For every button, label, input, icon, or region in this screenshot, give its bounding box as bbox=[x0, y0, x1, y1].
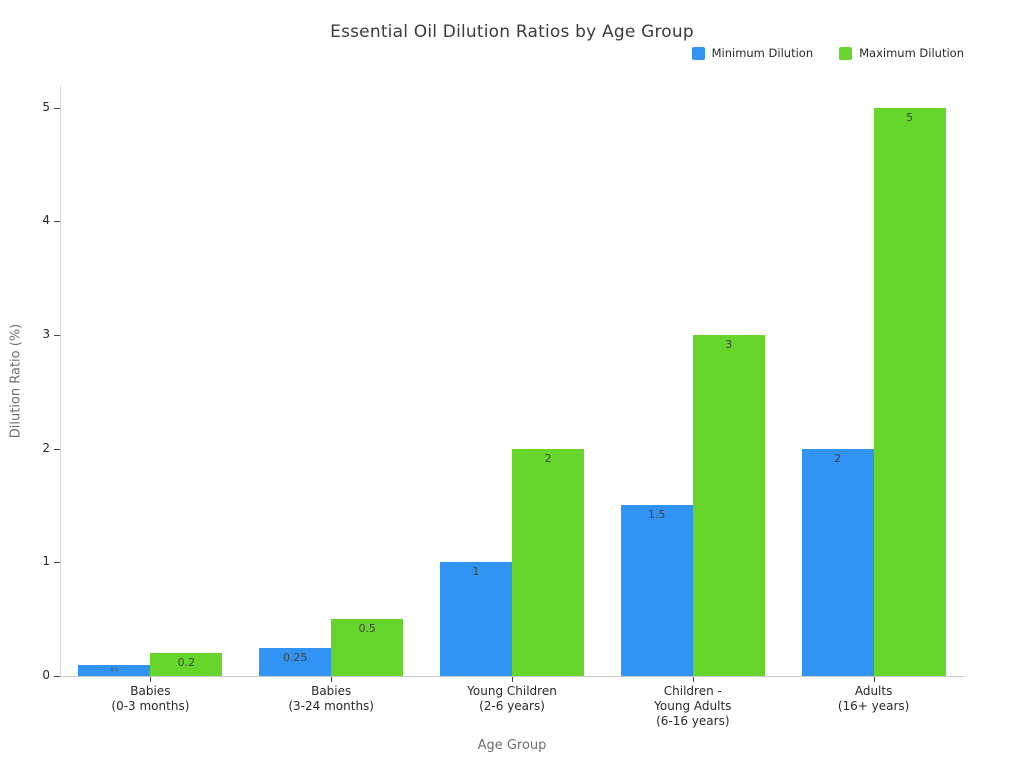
bar bbox=[259, 647, 332, 676]
x-category-label-line: Young Adults bbox=[654, 699, 732, 713]
y-tick-label: 4 bbox=[42, 213, 50, 228]
x-category-label-line: (0-3 months) bbox=[111, 699, 190, 713]
x-category-label-line: Babies bbox=[130, 684, 171, 698]
x-tick-mark bbox=[331, 677, 333, 682]
x-tick-mark bbox=[692, 677, 694, 682]
x-category-label-line: Babies bbox=[311, 684, 352, 698]
y-tick-label: 5 bbox=[42, 99, 50, 114]
bar-value-label: 0.2 bbox=[177, 656, 196, 670]
x-category-label-line: (3-24 months) bbox=[288, 699, 374, 713]
y-tick-label: 2 bbox=[42, 440, 50, 455]
x-category-label-line: Adults bbox=[854, 684, 893, 698]
x-category-label-line: Children - bbox=[663, 684, 722, 698]
chart-title: Essential Oil Dilution Ratios by Age Gro… bbox=[330, 22, 694, 42]
x-tick-mark bbox=[150, 677, 152, 682]
bar bbox=[512, 448, 584, 676]
bar bbox=[692, 334, 765, 676]
x-tick-mark bbox=[873, 677, 875, 682]
bar bbox=[331, 619, 404, 676]
y-tick-mark bbox=[54, 107, 60, 109]
bar-value-label: 3 bbox=[725, 337, 733, 351]
y-axis-line bbox=[60, 86, 61, 677]
bar-value-label: 0.5 bbox=[358, 622, 376, 636]
legend-item: Maximum Dilution bbox=[839, 46, 964, 60]
x-category-label: Adults (16+ years) bbox=[838, 684, 910, 714]
bar-value-label: 1 bbox=[472, 565, 480, 579]
legend-label: Maximum Dilution bbox=[859, 46, 964, 60]
x-tick-mark bbox=[512, 677, 513, 682]
legend-swatch-icon bbox=[691, 46, 705, 60]
legend-label: Minimum Dilution bbox=[711, 46, 814, 60]
bar bbox=[150, 653, 223, 676]
y-tick-label: 3 bbox=[42, 326, 50, 341]
x-category-label: Babies (3-24 months) bbox=[288, 684, 374, 714]
y-tick-label: 0 bbox=[42, 668, 50, 682]
bar-value-label: 2 bbox=[544, 451, 552, 465]
x-category-label: Young Children (2-6 years) bbox=[467, 684, 557, 714]
x-axis-title: Age Group bbox=[477, 738, 547, 753]
bar bbox=[440, 562, 512, 676]
y-tick-mark bbox=[54, 221, 60, 223]
bar-value-label: 5 bbox=[906, 110, 914, 124]
bar bbox=[873, 107, 946, 676]
legend: Minimum Dilution Maximum Dilution bbox=[691, 46, 964, 60]
bar bbox=[801, 448, 874, 676]
x-category-label-line: (6-16 years) bbox=[656, 714, 730, 728]
plot-area: 0.1 0.2 0.25 0.5 1 2 1.5 3 2 5 bbox=[60, 86, 964, 676]
y-tick-mark bbox=[54, 448, 60, 450]
x-category-label: Children - Young Adults (6-16 years) bbox=[654, 684, 731, 729]
x-axis-line bbox=[60, 676, 965, 677]
legend-swatch-icon bbox=[839, 46, 853, 60]
x-category-label-line: Young Children bbox=[467, 684, 557, 698]
y-tick-label: 1 bbox=[42, 554, 50, 569]
bar-value-label: 0.25 bbox=[282, 650, 308, 664]
y-tick-mark bbox=[54, 334, 60, 336]
y-axis-title: Dilution Ratio (%) bbox=[8, 323, 24, 439]
x-category-label: Babies (0-3 months) bbox=[111, 684, 189, 714]
x-category-label-line: (16+ years) bbox=[837, 699, 910, 713]
bar bbox=[78, 664, 151, 676]
y-tick-mark bbox=[54, 562, 60, 564]
bar bbox=[620, 505, 693, 676]
bar-value-label: 2 bbox=[834, 451, 842, 465]
x-category-label-line: (2-6 years) bbox=[479, 699, 545, 713]
bar-value-label: 0.1 bbox=[110, 667, 118, 673]
bar-value-label: 1.5 bbox=[648, 508, 666, 522]
y-tick-mark bbox=[54, 676, 60, 677]
legend-item: Minimum Dilution bbox=[691, 46, 814, 60]
